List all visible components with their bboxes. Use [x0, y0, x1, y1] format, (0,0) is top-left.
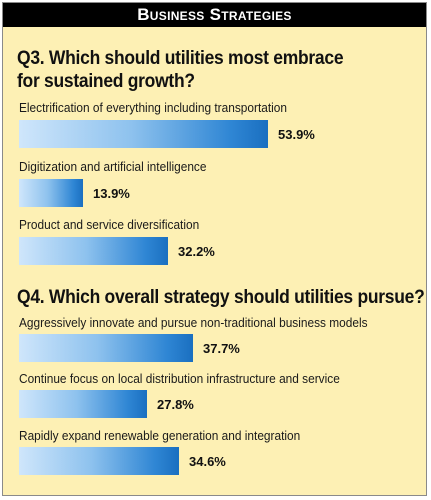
- q4-category-label-2: Continue focus on local distribution inf…: [19, 372, 340, 386]
- q3-bar-2: [19, 179, 83, 207]
- q3-category-label-3: Product and service diversification: [19, 218, 200, 232]
- q4-value-label-2: 27.8%: [157, 397, 194, 412]
- q3-value-label-1: 53.9%: [278, 127, 315, 142]
- q4-value-label-3: 34.6%: [189, 454, 226, 469]
- q3-bar-3: [19, 237, 168, 265]
- q4-bar-3: [19, 447, 179, 475]
- q3-title-line-1: Q3. Which should utilities most embrace: [17, 48, 344, 69]
- q3-value-label-3: 32.2%: [178, 244, 215, 259]
- q3-bar-1: [19, 120, 268, 148]
- q4-category-label-3: Rapidly expand renewable generation and …: [19, 429, 301, 443]
- q4-bar-1: [19, 334, 193, 362]
- q3-category-label-1: Electrification of everything including …: [19, 101, 288, 115]
- q4-title: Q4. Which overall strategy should utilit…: [17, 287, 425, 308]
- q4-category-label-1: Aggressively innovate and pursue non-tra…: [19, 316, 368, 330]
- q3-value-label-2: 13.9%: [93, 186, 130, 201]
- q3-title-line-2: for sustained growth?: [17, 71, 195, 92]
- q3-category-label-2: Digitization and artificial intelligence: [19, 160, 207, 174]
- q4-value-label-1: 37.7%: [203, 341, 240, 356]
- chart-panel: Business Strategies Q3. Which should uti…: [2, 2, 427, 496]
- section-header: Business Strategies: [3, 3, 426, 27]
- q4-bar-2: [19, 390, 147, 418]
